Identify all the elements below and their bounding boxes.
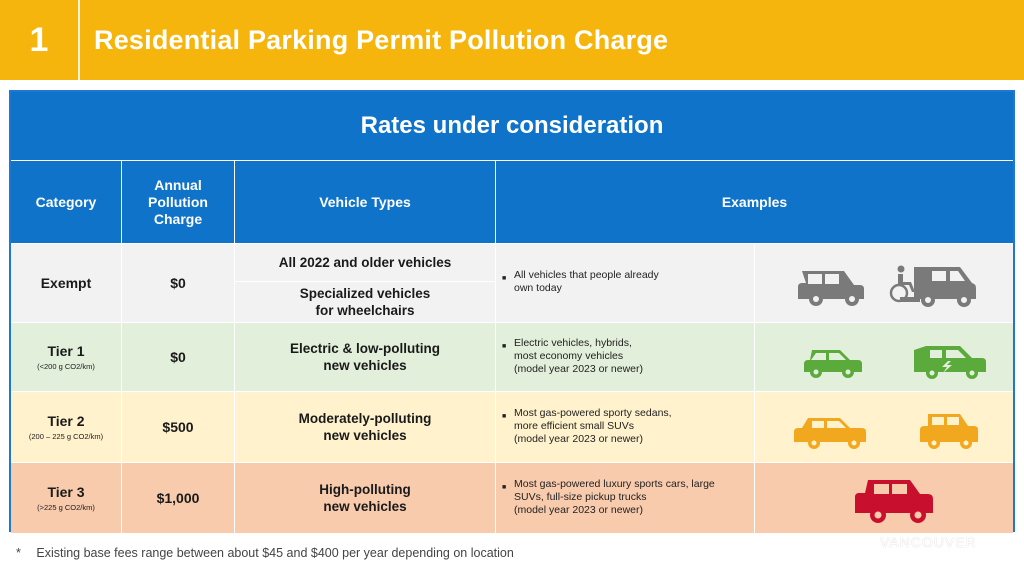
grid-line [234,244,235,534]
header-divider-1 [121,161,122,243]
examples-cell: ■ Most gas-powered sporty sedans, more e… [496,392,754,462]
icons-cell [755,392,1013,462]
category-cell: Exempt [11,244,121,322]
slide-number: 1 [29,21,49,59]
grid-line [754,244,755,534]
table-row-tier-2: Tier 2 (200 – 225 g CO2/km) $500 Moderat… [11,392,1013,462]
table-row-tier-1: Tier 1 (<200 g CO2/km) $0 Electric & low… [11,323,1013,391]
vehicle-icons-tier-3 [855,480,933,523]
small-suv-icon [920,414,978,449]
vehicle-icons-exempt [798,265,976,307]
examples-cell: ■ Most gas-powered luxury sports cars, l… [496,463,754,533]
grid-line [121,244,122,534]
header-examples: Examples [721,193,788,210]
slide-header: 1 Residential Parking Permit Pollution C… [0,0,1024,80]
category-cell: Tier 1 (<200 g CO2/km) [11,323,121,391]
bullet-icon: ■ [502,484,507,491]
category-emissions: (<200 g CO2/km) [37,362,95,371]
table-row-exempt: Exempt $0 All 2022 and older vehicles Sp… [11,244,1013,322]
category-cell: Tier 3 (>225 g CO2/km) [11,463,121,533]
car-icon [804,350,862,378]
charge-cell: $0 [170,275,186,291]
vehicle-type-cell: High-polluting new vehicles [319,482,411,514]
footnote-text: Existing base fees range between about $… [36,546,514,560]
category-label: Tier 2 [47,413,85,429]
category-emissions: (>225 g CO2/km) [37,503,95,512]
examples-cell: ■ All vehicles that people already own t… [496,244,754,322]
icons-cell [755,244,1013,322]
bullet-icon: ■ [502,343,507,350]
header-category: Category [35,193,97,210]
header-vehicle-types: Vehicle Types [319,193,411,210]
vehicle-type-separator [235,281,495,282]
vehicle-type-cell: Electric & low-polluting new vehicles [289,341,440,373]
examples-text: Most gas-powered sporty sedans, more eff… [514,407,672,445]
table-header-row: Category Annual Pollution Charge Vehicle… [11,161,1013,243]
examples-cell: ■ Electric vehicles, hybrids, most econo… [496,323,754,391]
category-cell: Tier 2 (200 – 225 g CO2/km) [11,392,121,462]
table-row-tier-3: Tier 3 (>225 g CO2/km) $1,000 High-pollu… [11,463,1013,533]
rates-table: Rates under consideration Category Annua… [9,90,1015,534]
table-banner: Rates under consideration [11,92,1013,160]
vehicle-type-cell: All 2022 and older vehicles [278,255,452,270]
vancouver-watermark: VANCOUVER [880,534,977,550]
bullet-icon: ■ [502,275,507,282]
category-label: Exempt [40,275,92,291]
vehicle-type-cell: Moderately-polluting new vehicles [298,411,432,443]
examples-text: Most gas-powered luxury sports cars, lar… [514,478,715,516]
vehicle-icons-tier-2 [794,414,978,449]
charge-cell: $0 [170,349,186,365]
charge-cell: $1,000 [156,490,200,506]
grid-line [495,244,496,534]
bullet-icon: ■ [502,413,507,420]
header-divider [78,0,80,80]
category-emissions: (200 – 225 g CO2/km) [28,432,104,441]
wheelchair-van-icon [889,265,976,307]
vehicle-icons-tier-1 [804,346,986,379]
sedan-icon [794,418,866,449]
header-divider-3 [495,161,496,243]
category-label: Tier 3 [47,484,85,500]
suv-icon [798,271,864,306]
charge-cell: $500 [162,419,194,435]
header-charge: Annual Pollution Charge [148,176,208,227]
icons-cell [755,323,1013,391]
category-label: Tier 1 [47,343,85,359]
footnote-marker: * [16,546,21,560]
examples-text: All vehicles that people already own tod… [514,269,659,294]
examples-text: Electric vehicles, hybrids, most economy… [514,337,643,375]
footnote: * Existing base fees range between about… [16,546,514,560]
electric-car-icon [914,346,986,379]
large-suv-icon [855,480,933,523]
header-divider-2 [234,161,235,243]
icons-cell [755,463,1013,533]
slide-title: Residential Parking Permit Pollution Cha… [94,25,669,55]
vehicle-type-cell: Specialized vehicles for wheelchairs [299,286,431,318]
